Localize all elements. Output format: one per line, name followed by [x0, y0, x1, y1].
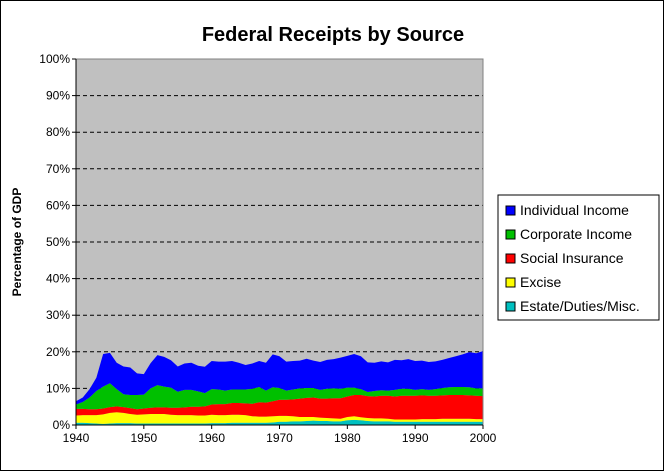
y-tick-label: 50%	[46, 235, 70, 249]
legend-swatch-individual-income	[505, 205, 516, 216]
legend-label-excise: Excise	[520, 274, 561, 290]
legend-swatch-excise	[505, 277, 516, 288]
x-tick-label: 1970	[266, 431, 293, 445]
legend-label-social-insurance: Social Insurance	[520, 250, 624, 266]
y-tick-label: 70%	[46, 162, 70, 176]
x-tick-label: 2000	[470, 431, 497, 445]
x-tick-label: 1980	[334, 431, 361, 445]
chart-title: Federal Receipts by Source	[202, 24, 464, 46]
x-tick-label: 1990	[402, 431, 429, 445]
y-tick-label: 20%	[46, 345, 70, 359]
x-tick-label: 1950	[130, 431, 157, 445]
legend-swatch-social-insurance	[505, 253, 516, 264]
area-individual-income	[76, 351, 483, 405]
legend-box	[497, 194, 660, 321]
x-tick-label: 1940	[63, 431, 90, 445]
y-tick-label: 30%	[46, 308, 70, 322]
y-tick-label: 100%	[39, 52, 70, 66]
y-tick-label: 0%	[53, 418, 71, 432]
area-corporate-income	[76, 383, 483, 410]
y-tick-label: 80%	[46, 125, 70, 139]
legend-label-estate-duties-misc: Estate/Duties/Misc.	[520, 298, 640, 314]
legend-label-corporate-income: Corporate Income	[520, 226, 632, 242]
legend: Individual Income Corporate Income Social …	[497, 194, 660, 321]
area-series	[76, 351, 483, 425]
axes: 0% 10% 20% 30% 40% 50% 60% 70% 80% 90% 100% 1940 195…	[39, 52, 496, 445]
legend-swatch-corporate-income	[505, 229, 516, 240]
y-tick-label: 10%	[46, 381, 70, 395]
legend-label-individual-income: Individual Income	[520, 202, 629, 218]
legend-swatch-estate-duties-misc	[505, 301, 516, 312]
y-tick-label: 60%	[46, 198, 70, 212]
area-estate-duties-misc	[76, 419, 483, 425]
area-excise	[76, 412, 483, 424]
y-tick-label: 90%	[46, 89, 70, 103]
x-tick-label: 1960	[198, 431, 225, 445]
y-axis-label: Percentage of GDP	[10, 188, 24, 297]
area-social-insurance	[76, 394, 483, 420]
y-tick-label: 40%	[46, 272, 70, 286]
